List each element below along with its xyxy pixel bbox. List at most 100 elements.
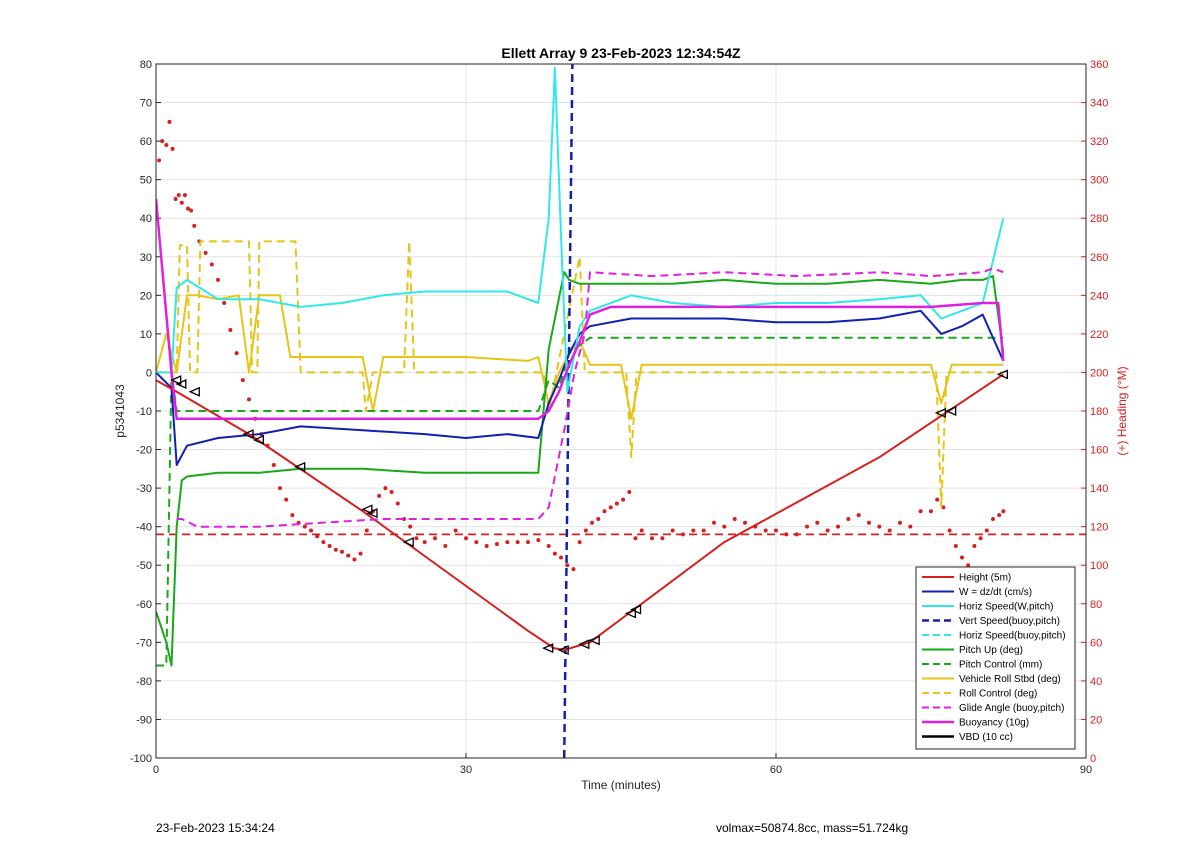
height-waypoint-marker [624, 608, 636, 619]
heading-point [596, 516, 601, 521]
legend-label: Vehicle Roll Stbd (deg) [959, 674, 1061, 685]
heading-point [414, 536, 419, 541]
y2-tick-label: 160 [1090, 445, 1108, 457]
heading-point [160, 139, 165, 144]
heading-point [302, 524, 307, 529]
series-line-buoyancy-10g [156, 198, 1005, 420]
heading-point [867, 520, 871, 525]
y2-tick-label: 340 [1090, 98, 1108, 110]
height-waypoint-marker [996, 369, 1008, 380]
y-tick-label: -60 [136, 599, 152, 611]
heading-point [639, 528, 644, 533]
heading-point [157, 158, 162, 163]
heading-point [815, 520, 820, 525]
height-waypoint-marker [294, 461, 306, 472]
heading-point [743, 520, 747, 525]
y2-tick-label: 120 [1090, 522, 1108, 534]
legend-label: Roll Control (deg) [959, 689, 1037, 700]
heading-point [784, 532, 789, 537]
heading-point [408, 524, 413, 529]
heading-point [577, 540, 582, 545]
heading-point [278, 486, 282, 491]
heading-point [546, 543, 551, 548]
y-tick-label: 80 [140, 59, 152, 71]
series-line-pitch-control-mm [156, 336, 1004, 667]
heading-point [209, 262, 214, 267]
series-line-vert-speed-buoy-pitch [562, 64, 574, 758]
heading-point [621, 497, 626, 502]
legend-label: Horiz Speed(W,pitch) [959, 602, 1053, 613]
heading-point [602, 509, 607, 514]
heading-point [526, 540, 530, 545]
y2-tick-label: 200 [1090, 367, 1108, 379]
height-waypoint-marker [252, 434, 264, 445]
heading-point [941, 505, 946, 510]
heading-point [898, 520, 902, 525]
heading-point [660, 536, 665, 541]
height-waypoint-marker [188, 386, 200, 397]
series-line-vehicle-roll-stbd-deg [156, 294, 1004, 420]
heading-point [929, 509, 933, 514]
height-waypoint-marker [557, 645, 569, 656]
heading-point [978, 536, 983, 541]
y-axis-label: p5341043 [113, 384, 127, 438]
height-waypoint-marker [366, 508, 378, 519]
heading-point [176, 193, 181, 198]
heading-point [222, 301, 227, 306]
series-line-w-dz-dt-cm-s [156, 309, 1005, 466]
heading-point [846, 516, 851, 521]
heading-point [984, 528, 989, 533]
heading-point [763, 528, 768, 533]
y-tick-label: -20 [136, 445, 152, 457]
x-tick-label: 90 [1080, 764, 1092, 776]
heading-point [464, 536, 468, 541]
heading-point [953, 543, 958, 548]
height-waypoint-marker [242, 429, 254, 440]
x-tick-label: 0 [153, 764, 159, 776]
y-tick-label: 50 [140, 175, 152, 187]
heading-point [505, 540, 510, 545]
height-waypoint-marker [578, 639, 590, 650]
y-tick-label: 10 [140, 329, 152, 341]
y2-tick-label: 360 [1090, 59, 1108, 71]
heading-point [179, 200, 184, 205]
heading-point [614, 501, 619, 506]
height-waypoint-marker [542, 643, 554, 654]
heading-point [173, 196, 178, 201]
heading-point [346, 553, 351, 558]
heading-point [167, 119, 172, 124]
heading-point [321, 540, 326, 545]
heading-point [877, 524, 882, 529]
heading-point [722, 524, 727, 529]
heading-point [571, 567, 576, 572]
y2-axis-label: (+) Heading (°M) [1115, 366, 1129, 455]
heading-point [234, 351, 239, 356]
height-waypoint-marker [175, 379, 187, 390]
y2-tick-label: 40 [1090, 676, 1102, 688]
y2-tick-label: 260 [1090, 252, 1108, 264]
heading-point [918, 509, 923, 514]
height-waypoint-marker [629, 604, 642, 615]
x-tick-label: 60 [770, 764, 782, 776]
heading-point [164, 142, 169, 147]
heading-point [794, 532, 799, 537]
footer-volmax-mass: volmax=50874.8cc, mass=51.724kg [716, 821, 909, 835]
heading-point [681, 532, 685, 537]
y-tick-label: -80 [136, 676, 152, 688]
y2-axis-ticks: 0 20 40 60 80 100 120 140 160 180 200 220 240 260 280 3… [1081, 59, 1108, 765]
heading-point [203, 250, 208, 255]
y-tick-label: -40 [136, 522, 152, 534]
heading-point [670, 528, 675, 533]
heading-point [712, 520, 716, 525]
y2-tick-label: 280 [1090, 213, 1108, 225]
y2-tick-label: 220 [1090, 329, 1108, 341]
heading-point [732, 516, 737, 521]
legend-label: Glide Angle (buoy,pitch) [959, 703, 1064, 714]
heading-point [1001, 509, 1006, 514]
heading-point [474, 540, 479, 545]
height-waypoint-marker [170, 375, 182, 386]
heading-point [327, 543, 332, 548]
heading-point [484, 543, 489, 548]
series-line-horiz-speed-w-pitch [156, 66, 1005, 393]
